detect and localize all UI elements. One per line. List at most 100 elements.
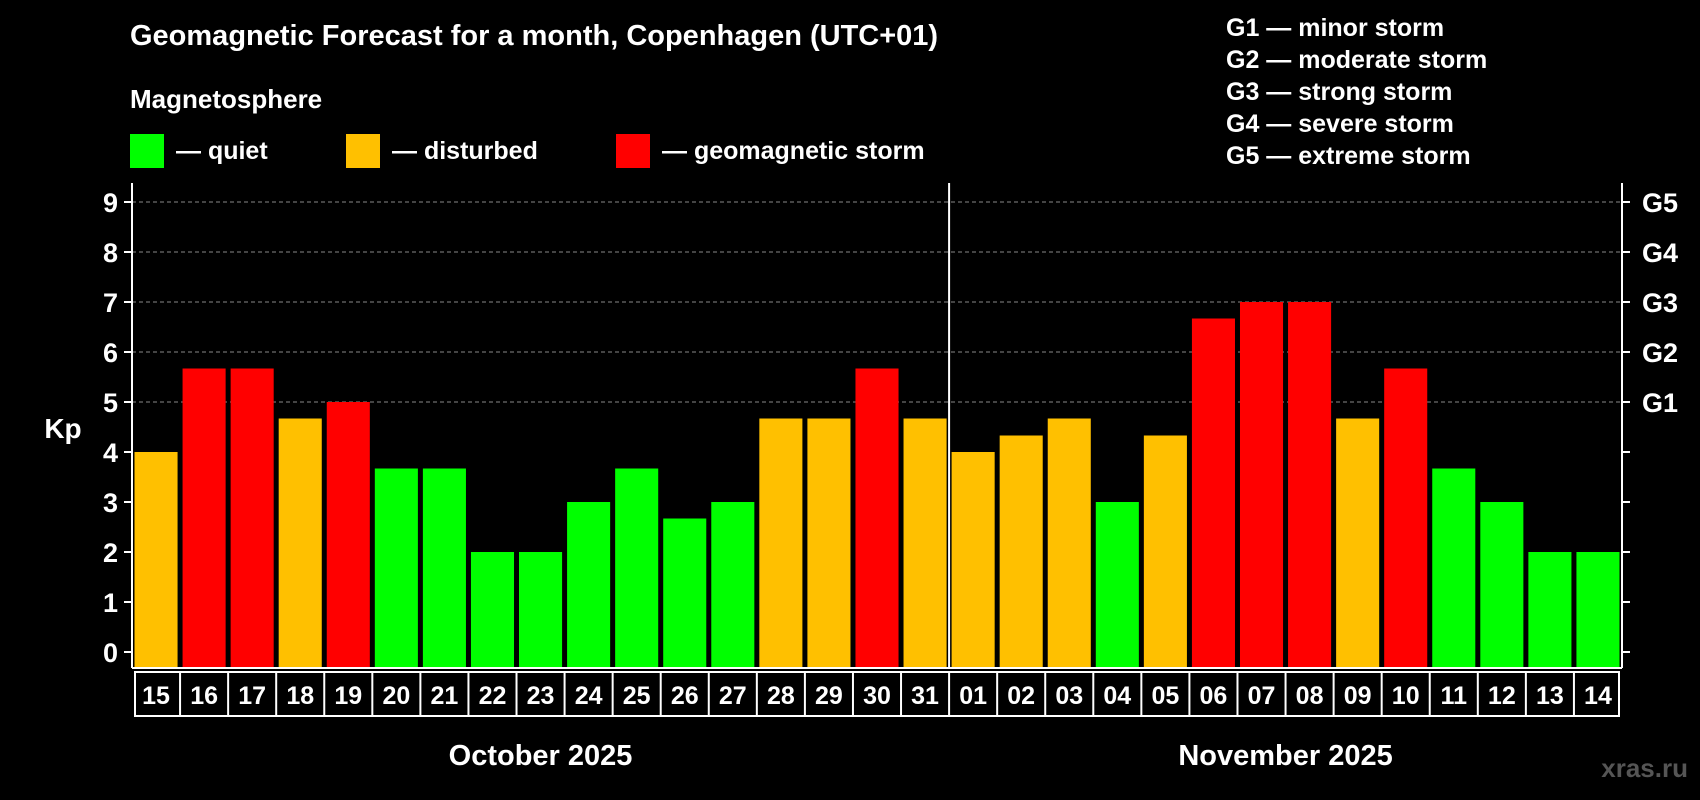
date-row	[134, 671, 1620, 717]
date-label: 02	[1007, 682, 1035, 710]
y-tick-label: 0	[103, 638, 118, 668]
legend-heading: Magnetosphere	[130, 84, 323, 114]
bar-02	[999, 435, 1043, 668]
bar-14	[1576, 552, 1620, 668]
date-label: 13	[1536, 682, 1564, 710]
chart-title: Geomagnetic Forecast for a month, Copenh…	[130, 20, 939, 52]
y-tick-label: 7	[103, 288, 118, 318]
y-tick-label: 4	[103, 438, 118, 468]
g-level-label: G4	[1642, 238, 1678, 268]
date-label: 04	[1103, 682, 1131, 710]
date-label: 07	[1248, 682, 1276, 710]
y-tick-label: 6	[103, 338, 118, 368]
bar-22	[470, 552, 515, 668]
g-scale-item: G2 — moderate storm	[1226, 46, 1488, 74]
date-label: 19	[334, 682, 362, 710]
legend-swatch-storm	[616, 134, 650, 168]
date-label: 11	[1441, 682, 1468, 710]
date-label: 31	[911, 682, 939, 710]
date-label: 01	[959, 682, 987, 710]
date-label: 16	[190, 682, 218, 710]
date-label: 30	[863, 682, 891, 710]
date-label: 20	[382, 682, 410, 710]
g-scale-item: G4 — severe storm	[1226, 110, 1454, 138]
y-tick-label: 9	[103, 188, 118, 218]
bar-11	[1432, 468, 1476, 668]
bar-12	[1480, 502, 1524, 668]
bar-09	[1336, 418, 1380, 668]
g-level-label: G1	[1642, 388, 1678, 418]
bar-23	[519, 552, 563, 668]
g-level-label: G5	[1642, 188, 1678, 218]
date-label: 18	[286, 682, 314, 710]
date-label: 28	[767, 682, 795, 710]
bar-15	[134, 452, 178, 668]
legend-item-quiet: — quiet	[130, 134, 268, 168]
date-label: 15	[142, 682, 170, 710]
bar-19	[326, 402, 370, 668]
bar-29	[807, 418, 851, 668]
y-tick-label: 3	[103, 488, 118, 518]
bar-06	[1191, 318, 1235, 668]
bar-31	[903, 418, 947, 668]
legend-item-storm: — geomagnetic storm	[616, 134, 925, 168]
date-label: 10	[1392, 682, 1420, 710]
bar-03	[1047, 418, 1091, 668]
bar-28	[759, 418, 803, 668]
date-label: 23	[527, 682, 555, 710]
legend-swatch-disturbed	[346, 134, 380, 168]
legend-label-storm: — geomagnetic storm	[662, 136, 925, 165]
month-label: November 2025	[1178, 740, 1392, 772]
month-label: October 2025	[449, 740, 633, 772]
date-label: 25	[623, 682, 651, 710]
bar-10	[1384, 368, 1428, 668]
date-label: 12	[1488, 682, 1516, 710]
bar-01	[951, 452, 995, 668]
date-label: 06	[1200, 682, 1228, 710]
y-tick-label: 1	[103, 588, 118, 618]
bar-18	[278, 418, 322, 668]
bar-08	[1288, 302, 1332, 668]
y-tick-label: 2	[103, 538, 118, 568]
bar-26	[663, 518, 707, 668]
g-level-label: G3	[1642, 288, 1678, 318]
bar-20	[374, 468, 418, 668]
date-label: 29	[815, 682, 843, 710]
bar-04	[1095, 502, 1139, 668]
bar-13	[1528, 552, 1572, 668]
bar-25	[615, 468, 659, 668]
legend-label-quiet: — quiet	[176, 136, 268, 165]
legend-item-disturbed: — disturbed	[346, 134, 538, 168]
date-label: 27	[719, 682, 747, 710]
g-scale-item: G5 — extreme storm	[1226, 142, 1471, 170]
date-label: 21	[431, 682, 459, 710]
date-label: 26	[671, 682, 699, 710]
date-label: 03	[1055, 682, 1083, 710]
watermark: xras.ru	[1601, 753, 1688, 783]
g-scale-item: G1 — minor storm	[1226, 14, 1445, 42]
date-label: 24	[575, 682, 603, 710]
bar-30	[855, 368, 899, 668]
bar-16	[182, 368, 226, 668]
y-axis-label: Kp	[44, 413, 81, 444]
bar-27	[711, 502, 755, 668]
g-scale-item: G3 — strong storm	[1226, 78, 1453, 106]
bar-05	[1143, 435, 1187, 668]
bar-07	[1239, 302, 1284, 668]
g-scale-legend: G1 — minor storm G2 — moderate storm G3 …	[1226, 12, 1487, 172]
bar-17	[230, 368, 274, 668]
date-label: 09	[1344, 682, 1372, 710]
legend-label-disturbed: — disturbed	[392, 136, 538, 165]
legend-swatch-quiet	[130, 134, 164, 168]
y-tick-label: 5	[103, 388, 118, 418]
y-tick-label: 8	[103, 238, 118, 268]
bar-24	[567, 502, 611, 668]
bar-21	[422, 468, 466, 668]
date-label: 17	[238, 682, 266, 710]
date-label: 14	[1584, 682, 1612, 710]
date-label: 08	[1296, 682, 1324, 710]
date-label: 05	[1151, 682, 1179, 710]
g-level-label: G2	[1642, 338, 1678, 368]
date-label: 22	[479, 682, 507, 710]
